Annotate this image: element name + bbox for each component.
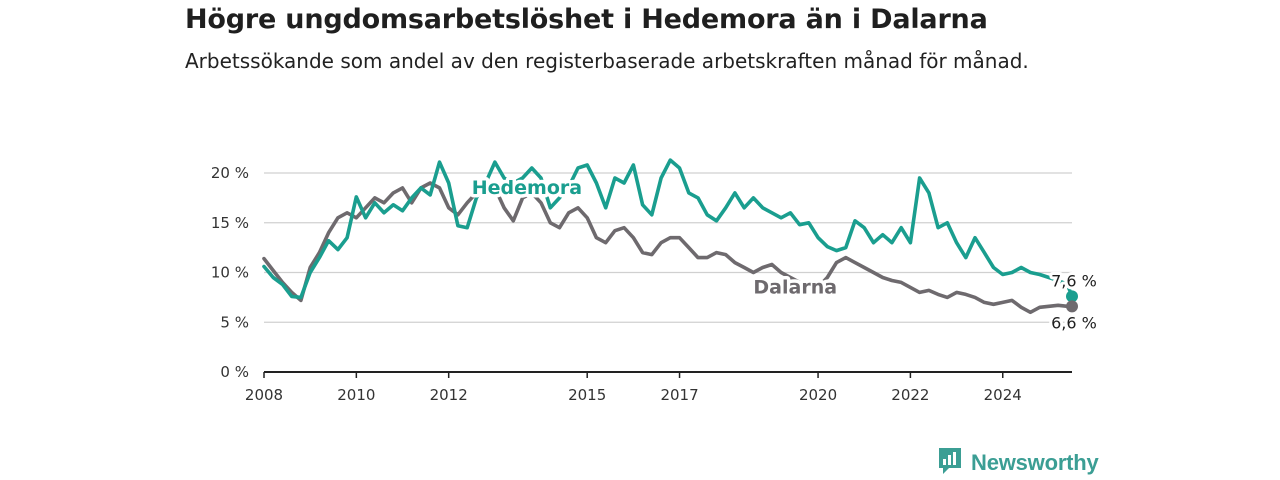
brand-name: Newsworthy bbox=[971, 450, 1099, 475]
x-tick-label: 2012 bbox=[430, 386, 468, 404]
brand[interactable]: Newsworthy bbox=[937, 448, 1099, 478]
series-label-hedemora: Hedemora bbox=[472, 177, 582, 199]
chart-subtitle: Arbetssökande som andel av den registerb… bbox=[185, 49, 1029, 73]
x-tick-label: 2017 bbox=[660, 386, 698, 404]
end-label-dalarna: 6,6 % bbox=[1051, 313, 1097, 332]
x-tick-label: 2024 bbox=[984, 386, 1022, 404]
x-tick-label: 2008 bbox=[245, 386, 283, 404]
end-point-hedemora bbox=[1066, 290, 1078, 303]
series-label-dalarna: Dalarna bbox=[753, 276, 837, 298]
x-tick-label: 2015 bbox=[568, 386, 606, 404]
y-tick-label: 0 % bbox=[220, 363, 249, 381]
end-point-dalarna bbox=[1066, 300, 1078, 313]
series-line-hedemora bbox=[262, 158, 1074, 300]
y-tick-label: 15 % bbox=[211, 214, 249, 232]
series-label-halo: Dalarna bbox=[753, 276, 837, 298]
chart-title: Högre ungdomsarbetslöshet i Hedemora än … bbox=[185, 4, 988, 35]
end-label-halo: 6,6 % bbox=[1051, 313, 1097, 332]
series-label-halo: Hedemora bbox=[472, 177, 582, 199]
series-line-dalarna bbox=[262, 181, 1074, 315]
y-tick-label: 20 % bbox=[211, 164, 249, 182]
end-label-hedemora: 7,6 % bbox=[1051, 271, 1097, 290]
end-label-halo: 7,6 % bbox=[1051, 271, 1097, 290]
y-tick-label: 10 % bbox=[211, 264, 249, 282]
y-tick-label: 5 % bbox=[220, 313, 249, 331]
x-tick-label: 2010 bbox=[337, 386, 375, 404]
x-tick-label: 2022 bbox=[891, 386, 929, 404]
line-chart: 0 % 5 % 10 % 15 % 20 % 2008 2010 2012 2015 2017 20… bbox=[210, 158, 1097, 404]
x-tick-label: 2020 bbox=[799, 386, 837, 404]
newsworthy-logo-icon bbox=[937, 446, 963, 480]
